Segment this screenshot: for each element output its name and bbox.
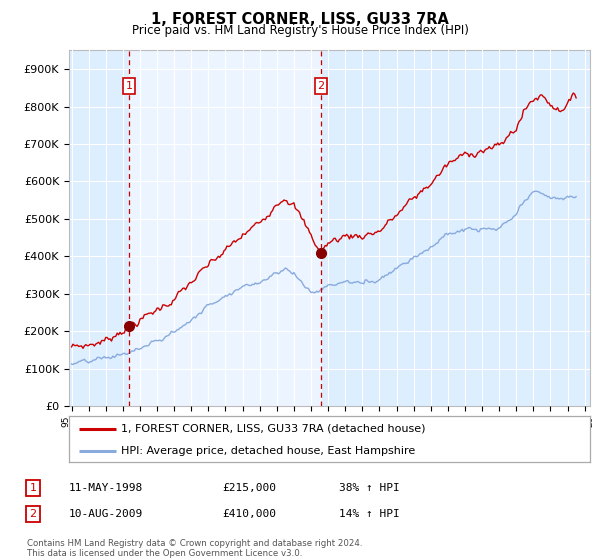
Text: 1: 1 (29, 483, 37, 493)
Text: 38% ↑ HPI: 38% ↑ HPI (339, 483, 400, 493)
Text: 10-AUG-2009: 10-AUG-2009 (69, 509, 143, 519)
Text: 14% ↑ HPI: 14% ↑ HPI (339, 509, 400, 519)
Text: 1: 1 (126, 81, 133, 91)
Text: Price paid vs. HM Land Registry's House Price Index (HPI): Price paid vs. HM Land Registry's House … (131, 24, 469, 37)
Text: 2: 2 (29, 509, 37, 519)
Text: 11-MAY-1998: 11-MAY-1998 (69, 483, 143, 493)
Text: 1, FOREST CORNER, LISS, GU33 7RA (detached house): 1, FOREST CORNER, LISS, GU33 7RA (detach… (121, 424, 425, 434)
Text: Contains HM Land Registry data © Crown copyright and database right 2024.
This d: Contains HM Land Registry data © Crown c… (27, 539, 362, 558)
Text: £410,000: £410,000 (222, 509, 276, 519)
Bar (129, 50, 321, 406)
Text: 1, FOREST CORNER, LISS, GU33 7RA: 1, FOREST CORNER, LISS, GU33 7RA (151, 12, 449, 27)
Text: HPI: Average price, detached house, East Hampshire: HPI: Average price, detached house, East… (121, 446, 415, 455)
Text: 2: 2 (317, 81, 325, 91)
Text: £215,000: £215,000 (222, 483, 276, 493)
